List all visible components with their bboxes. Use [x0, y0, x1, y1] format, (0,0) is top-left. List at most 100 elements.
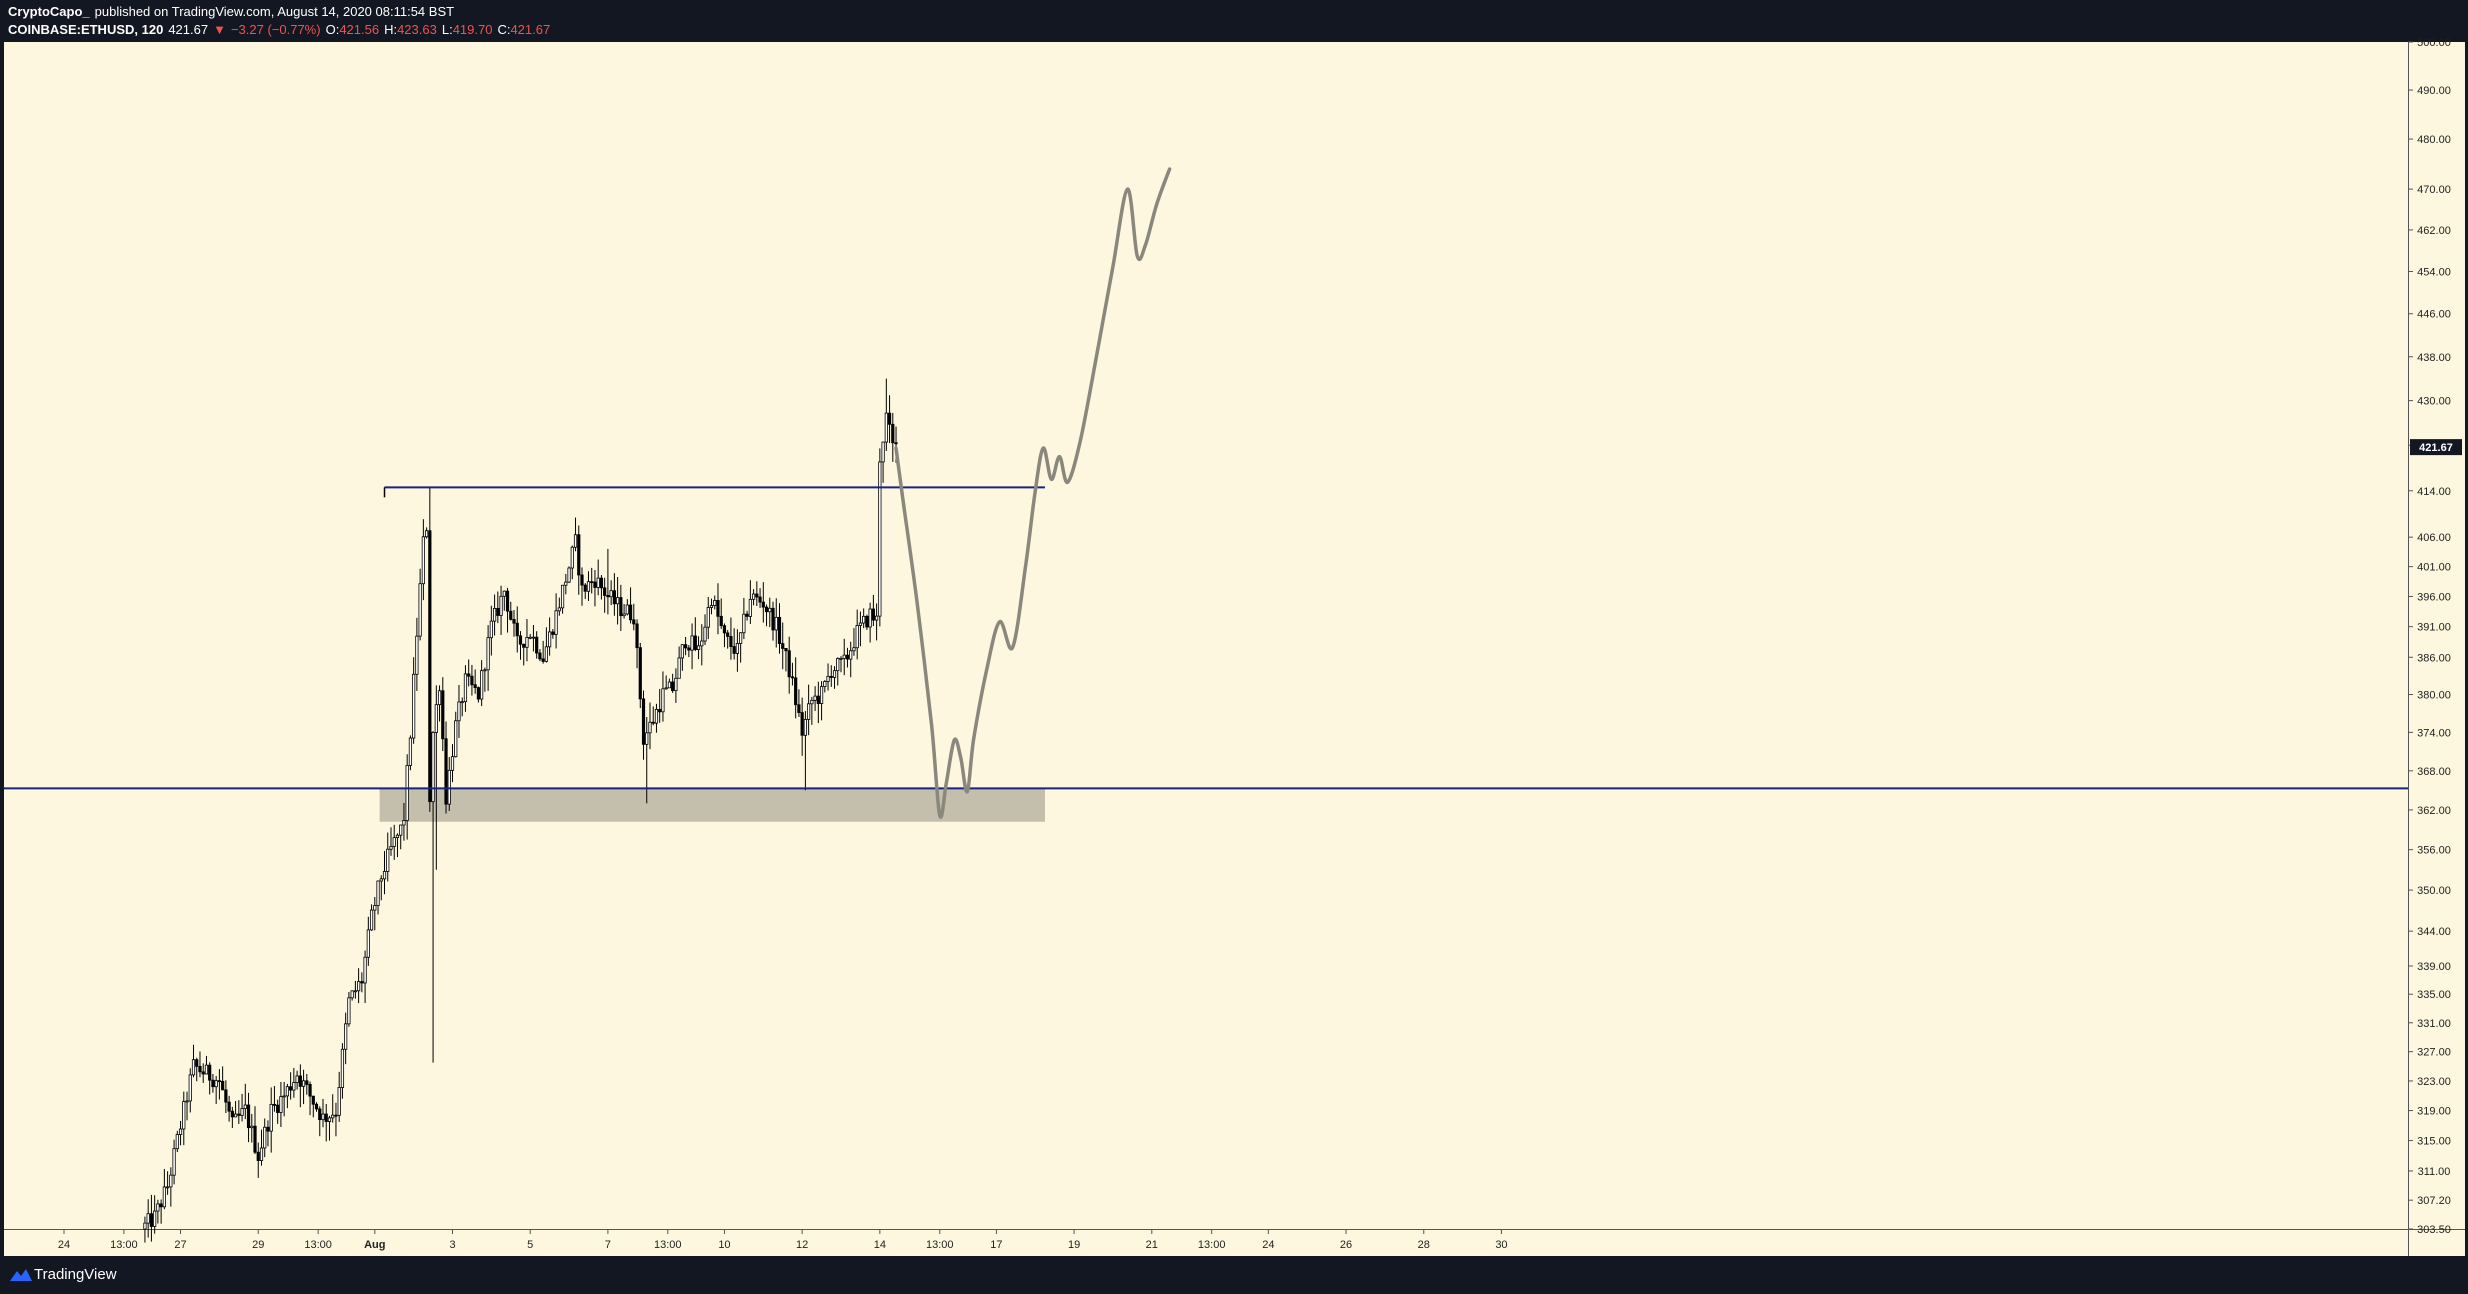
publish-date: published on TradingView.com, August 14,… — [94, 4, 455, 19]
candle-body — [437, 690, 442, 706]
candle-body — [515, 622, 519, 637]
candle-body — [211, 1079, 215, 1088]
candle-body — [208, 1064, 212, 1081]
candle-body — [641, 698, 646, 745]
candle-body — [369, 909, 374, 931]
candle-body — [790, 676, 795, 679]
price-tick-label: 438.00 — [2417, 352, 2451, 364]
candle-body — [706, 607, 710, 628]
candle-body — [842, 654, 846, 659]
author-name[interactable]: CryptoCapo_ — [8, 4, 90, 19]
price-tick-label: 303.50 — [2417, 1224, 2451, 1236]
open-value: 421.56 — [339, 22, 380, 37]
candle-body — [295, 1075, 299, 1083]
candle-body — [389, 846, 393, 850]
price-tick-label: 311.00 — [2418, 1166, 2451, 1178]
time-ticks: 24 13:00 27 29 13:00 Aug 3 5 7 13:00 10 12 14 13:00 17… — [58, 1229, 1508, 1251]
candle-body — [819, 686, 824, 704]
price-tick-label: 319.00 — [2417, 1106, 2451, 1118]
candles-layer — [143, 378, 898, 1243]
price-tick-label: 307.20 — [2417, 1195, 2451, 1207]
candle-body — [554, 610, 558, 635]
candle-body — [366, 929, 370, 958]
time-tick-label: 29 — [252, 1239, 264, 1251]
candle-body — [486, 637, 490, 671]
candle-body — [829, 675, 833, 678]
candle-body — [185, 1100, 189, 1103]
candle-body — [739, 632, 743, 644]
candle-body — [172, 1148, 176, 1176]
candle-body — [713, 600, 717, 606]
candle-body — [832, 670, 837, 678]
support-zone[interactable] — [379, 788, 1045, 822]
low-value: 419.70 — [452, 22, 493, 37]
footer-bar: TradingView — [0, 1256, 2468, 1294]
candle-body — [884, 412, 888, 443]
price-tick-label: 406.00 — [2417, 532, 2451, 544]
candle-body — [457, 701, 461, 722]
time-axis[interactable] — [4, 1229, 2408, 1256]
candle-body — [590, 581, 594, 584]
support-zone-layer — [379, 788, 1045, 822]
candle-body — [729, 636, 733, 647]
candle-body — [541, 658, 545, 662]
price-tick-label: 380.00 — [2417, 690, 2451, 702]
projection-path[interactable] — [894, 167, 1172, 819]
candle-body — [735, 643, 740, 654]
candle-body — [852, 647, 856, 652]
candle-body — [178, 1128, 183, 1135]
time-tick-label: 5 — [527, 1239, 533, 1251]
candle-body — [538, 652, 542, 660]
price-tick-label: 350.00 — [2417, 885, 2451, 897]
time-tick-label: 7 — [605, 1239, 611, 1251]
candle-body — [525, 637, 529, 648]
close-label: C: — [497, 22, 511, 37]
candle-body — [499, 595, 503, 616]
candle-body — [742, 613, 746, 634]
price-tick-label: 315.00 — [2417, 1136, 2451, 1148]
price-tick-label: 327.00 — [2417, 1047, 2451, 1059]
levels-layer — [4, 486, 2408, 790]
time-tick-label: 13:00 — [1198, 1239, 1226, 1251]
candle-body — [424, 530, 429, 538]
candle-body — [664, 687, 668, 690]
candle-body — [230, 1110, 234, 1118]
candle-body — [573, 534, 578, 548]
chart-pane[interactable] — [4, 42, 2408, 1229]
high-value: 423.63 — [397, 22, 437, 37]
candle-body — [175, 1134, 179, 1150]
candle-body — [324, 1113, 328, 1122]
candle-body — [418, 583, 422, 637]
projection-layer — [894, 167, 1172, 819]
price-tick-label: 454.00 — [2417, 266, 2451, 278]
candle-body — [557, 607, 561, 612]
candle-body — [204, 1064, 209, 1075]
candle-body — [667, 681, 672, 689]
candle-body — [745, 613, 749, 617]
candle-body — [709, 605, 714, 608]
time-tick-label: 24 — [58, 1239, 70, 1251]
candle-body — [758, 596, 762, 603]
candle-body — [292, 1082, 296, 1091]
candle-body — [544, 646, 548, 662]
footer-brand[interactable]: TradingView — [34, 1266, 117, 1283]
price-tick-label: 323.00 — [2417, 1076, 2451, 1088]
candle-body — [535, 636, 539, 654]
candle-body — [560, 584, 565, 609]
price-axis[interactable] — [2408, 42, 2465, 1229]
candle-body — [564, 581, 568, 586]
tradingview-logo-icon[interactable] — [8, 1267, 34, 1283]
close-value: 421.67 — [510, 22, 551, 37]
candle-body — [428, 530, 432, 803]
price-tick-label: 331.00 — [2417, 1018, 2451, 1030]
candle-body — [671, 681, 675, 692]
candle-body — [703, 626, 707, 642]
candle-body — [285, 1086, 289, 1097]
candle-body — [415, 635, 419, 675]
candle-body — [344, 1023, 348, 1050]
price-tick-label: 401.00 — [2417, 562, 2451, 574]
candle-body — [505, 590, 510, 612]
candle-body — [616, 597, 620, 605]
candle-body — [444, 738, 448, 805]
candle-body — [858, 622, 863, 626]
